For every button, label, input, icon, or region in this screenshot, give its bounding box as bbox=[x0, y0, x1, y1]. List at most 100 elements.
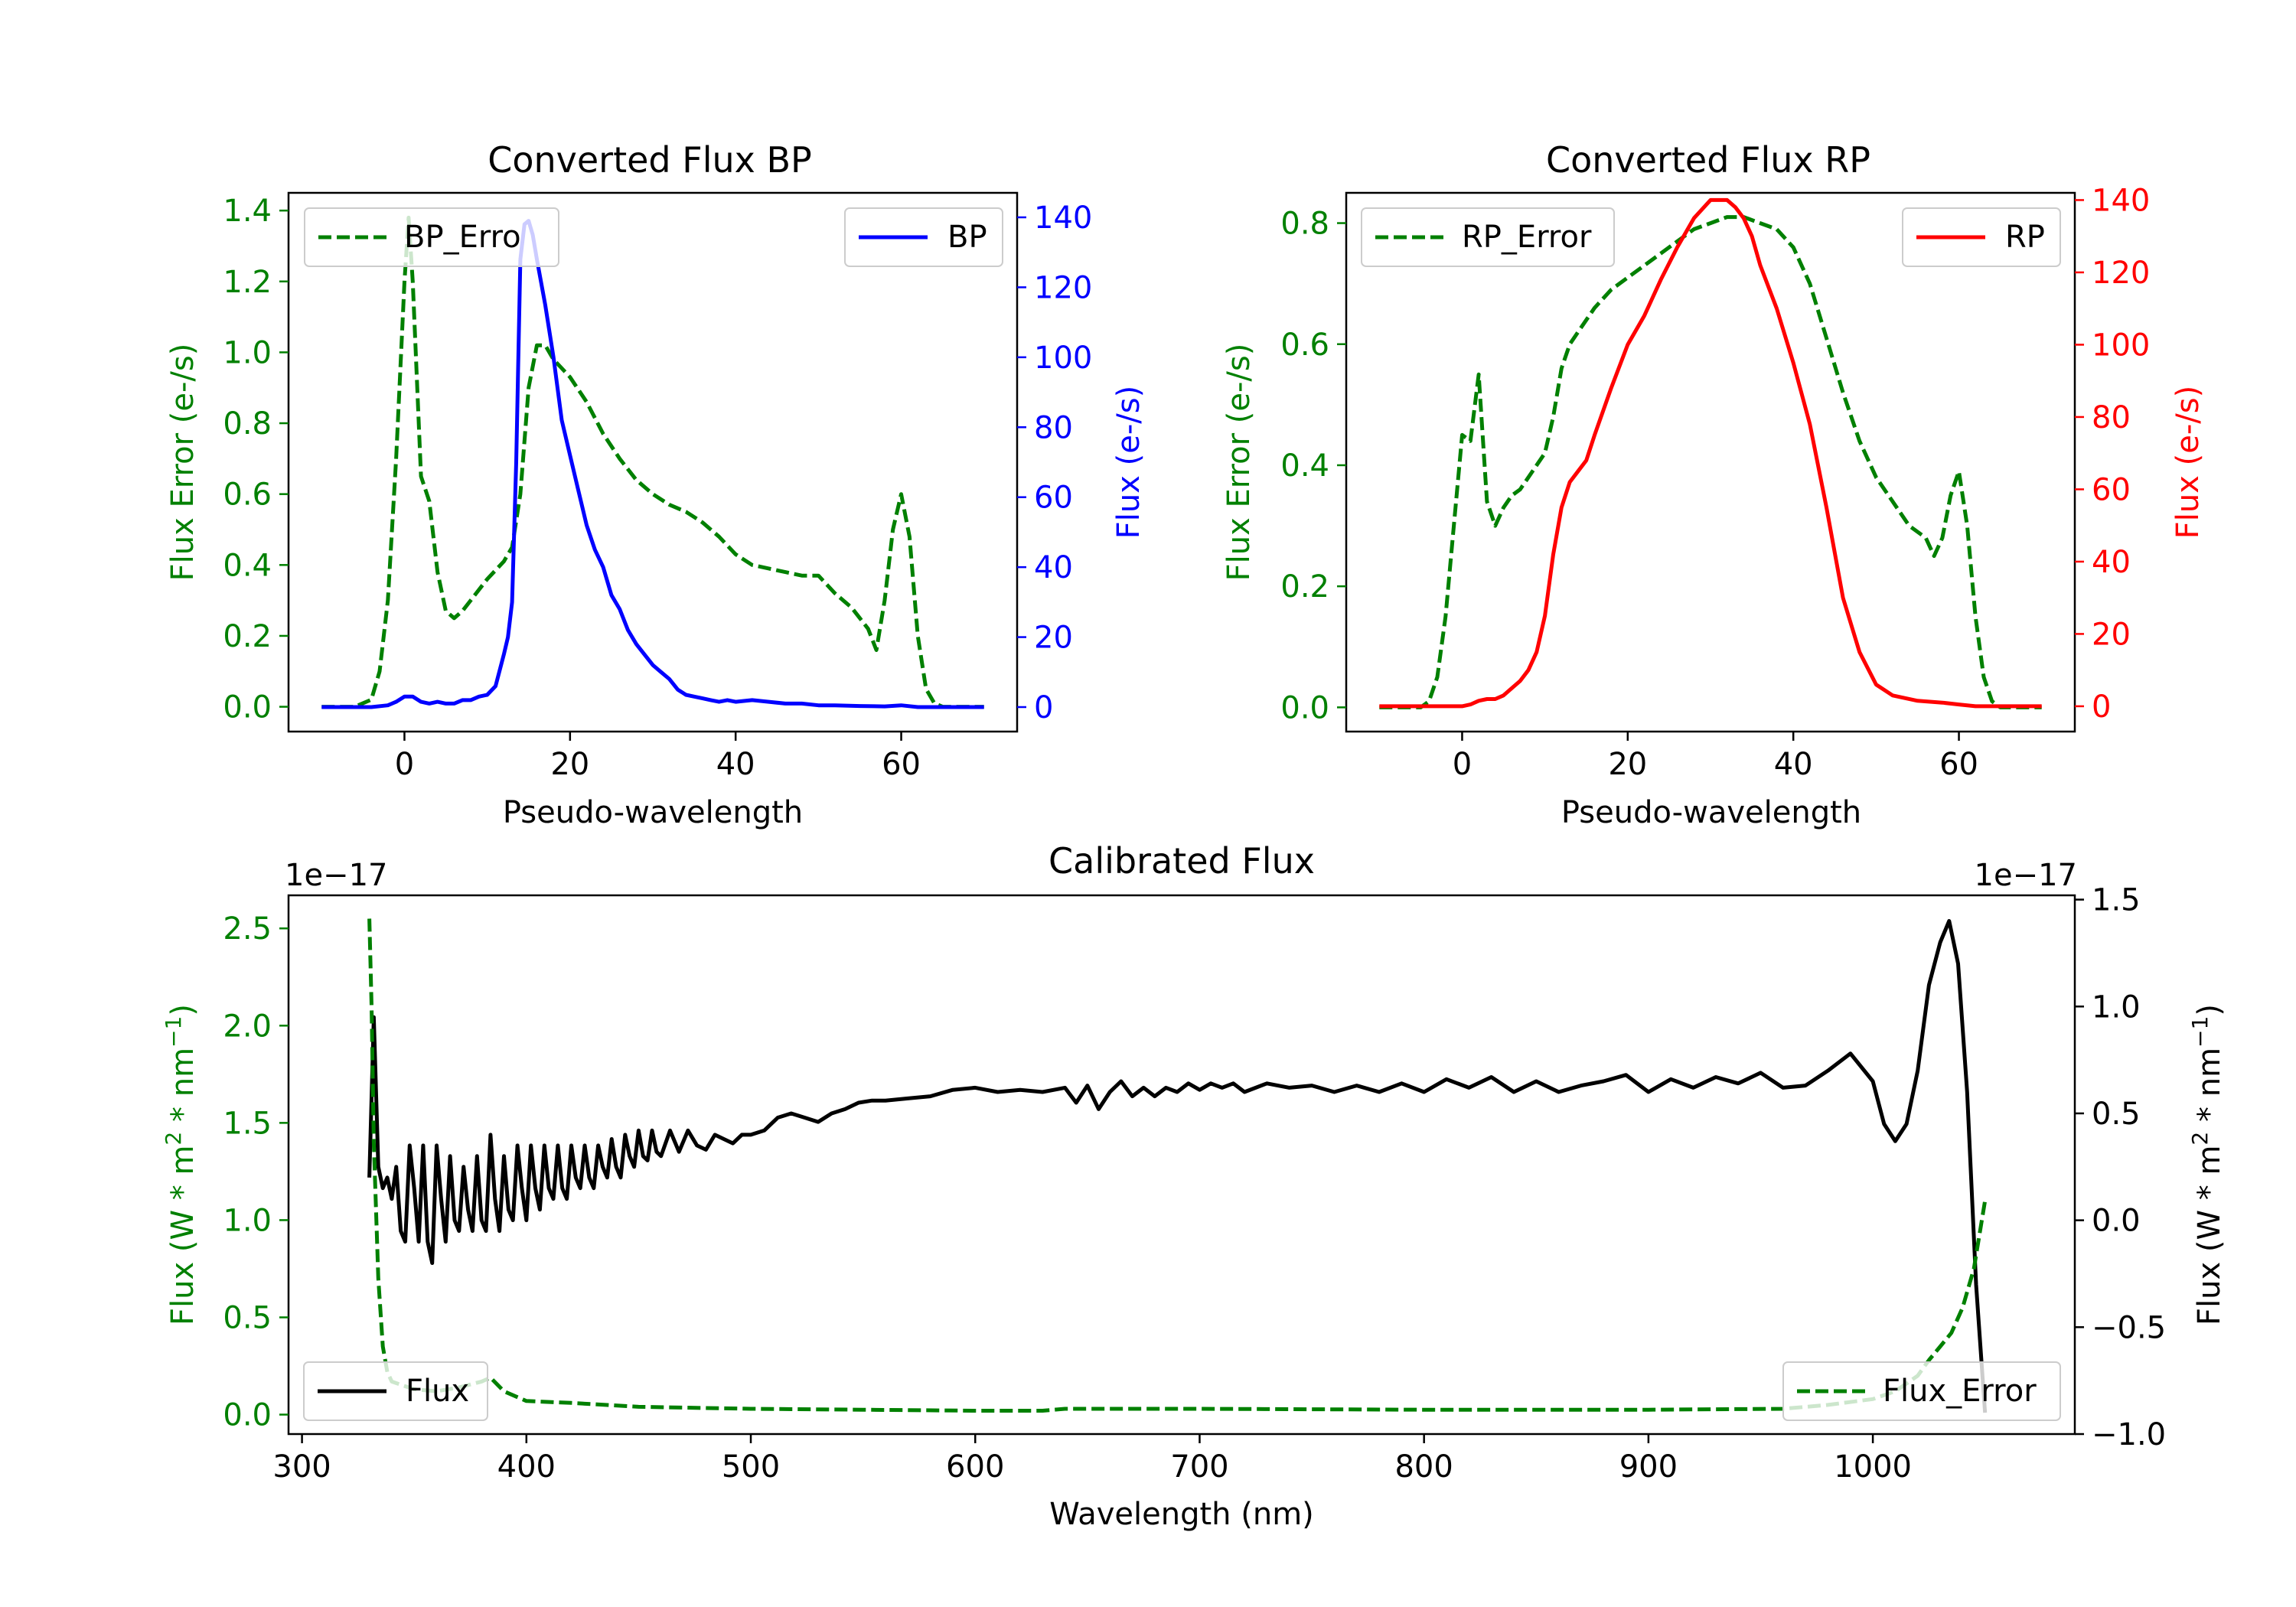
rp-left-tick-label: 0.8 bbox=[1280, 207, 1329, 242]
rp-left-axis: 0.0 0.2 0.4 0.6 0.8 bbox=[1280, 207, 1346, 725]
calibrated-x-axis: 300 400 500 600 700 800 900 1000 bbox=[272, 1434, 1912, 1485]
bp-axes-frame bbox=[287, 191, 1019, 733]
rp-error-legend: RP_Error bbox=[1361, 207, 1615, 267]
bp-left-tick-label: 0.2 bbox=[223, 619, 272, 654]
rp-left-tick-label: 0.6 bbox=[1280, 328, 1329, 363]
bp-plot-area bbox=[321, 215, 984, 709]
bp-left-axis: 0.0 0.2 0.4 0.6 0.8 1.0 1.2 1.4 bbox=[223, 194, 289, 725]
rp-right-tick-label: 140 bbox=[2092, 183, 2150, 218]
bp-x-axis: 0 20 40 60 bbox=[395, 732, 921, 782]
bp-x-tick-label: 0 bbox=[395, 747, 414, 782]
bp-bp-line bbox=[321, 219, 984, 709]
rp-legend: RP bbox=[1902, 207, 2061, 267]
rp-axes-frame bbox=[1345, 191, 2076, 733]
bp-right-tick-label: 140 bbox=[1034, 200, 1092, 236]
bp-right-axis-label: Flux (e-/s) bbox=[1111, 386, 1146, 539]
bp-right-tick-label: 120 bbox=[1034, 270, 1092, 305]
bp-panel: Converted Flux BP 0 20 40 60 0.00.20.40.60.… bbox=[165, 139, 1146, 830]
rp-right-tick-label: 80 bbox=[2092, 400, 2131, 435]
calibrated-x-tick-label: 400 bbox=[497, 1449, 556, 1485]
calibrated-left-tick-label: 1.5 bbox=[223, 1106, 272, 1141]
bp-x-tick-label: 40 bbox=[716, 747, 755, 782]
rp-right-tick-label: 0 bbox=[2092, 689, 2111, 725]
rp-left-tick-label: 0.2 bbox=[1280, 569, 1329, 605]
calibrated-x-tick-label: 800 bbox=[1394, 1449, 1453, 1485]
calibrated-x-axis-label: Wavelength (nm) bbox=[1049, 1497, 1314, 1532]
rp-series-group bbox=[1379, 197, 2042, 709]
rp-legend-label: RP bbox=[2005, 220, 2045, 255]
rp-left-tick-label: 0.0 bbox=[1280, 690, 1329, 725]
calibrated-right-tick-label: 1.0 bbox=[2092, 989, 2141, 1025]
flux-error-legend-label: Flux_Error bbox=[1883, 1374, 2037, 1409]
bp-error-legend-label: BP_Erro bbox=[404, 220, 521, 255]
rp-panel: Converted Flux RP 0 20 40 60 0.00.20.40.60.… bbox=[1221, 139, 2206, 830]
bp-legend: BP bbox=[844, 207, 1003, 267]
rp-right-axis-label: Flux (e-/s) bbox=[2170, 386, 2206, 539]
calibrated-right-axis-label: Flux (W * m2 * nm−1) bbox=[2187, 1004, 2228, 1325]
calibrated-left-offset: 1e−17 bbox=[285, 858, 387, 893]
calibrated-right-tick-label: 0.5 bbox=[2092, 1097, 2141, 1132]
bp-x-tick-label: 60 bbox=[882, 747, 921, 782]
rp-right-tick-label: 120 bbox=[2092, 256, 2150, 291]
bp-left-tick-label: 0.6 bbox=[223, 478, 272, 513]
rp-plot-area bbox=[1379, 197, 2042, 709]
rp-left-axis-label: Flux Error (e-/s) bbox=[1221, 344, 1257, 582]
rp-right-tick-label: 40 bbox=[2092, 545, 2131, 580]
rp-rp-error-line bbox=[1379, 215, 2042, 709]
calibrated-x-tick-label: 600 bbox=[946, 1449, 1004, 1485]
calibrated-x-tick-label: 300 bbox=[272, 1449, 331, 1485]
bp-x-axis-label: Pseudo-wavelength bbox=[503, 795, 803, 830]
bp-left-tick-label: 0.0 bbox=[223, 690, 272, 725]
calibrated-left-tick-label: 2.0 bbox=[223, 1009, 272, 1044]
calibrated-x-tick-label: 900 bbox=[1619, 1449, 1678, 1485]
bp-x-tick-label: 20 bbox=[550, 747, 589, 782]
bp-right-tick-label: 40 bbox=[1034, 550, 1073, 585]
calibrated-panel: Calibrated Flux 300 400 500 600 700 800 900 100… bbox=[161, 840, 2228, 1532]
rp-x-tick-label: 0 bbox=[1453, 747, 1472, 782]
calibrated-right-offset: 1e−17 bbox=[1975, 858, 2077, 893]
rp-x-tick-label: 20 bbox=[1608, 747, 1647, 782]
bp-left-tick-label: 1.0 bbox=[223, 335, 272, 370]
bp-right-tick-label: 80 bbox=[1034, 410, 1073, 445]
rp-x-tick-label: 60 bbox=[1939, 747, 1978, 782]
calibrated-x-tick-label: 700 bbox=[1170, 1449, 1228, 1485]
bp-title: Converted Flux BP bbox=[488, 139, 812, 181]
calibrated-right-axis: −1.0 −0.5 0.0 0.5 1.0 1.5 bbox=[2075, 883, 2166, 1452]
calibrated-left-tick-label: 1.0 bbox=[223, 1203, 272, 1238]
bp-right-tick-label: 60 bbox=[1034, 481, 1073, 516]
bp-right-tick-label: 100 bbox=[1034, 341, 1092, 376]
calibrated-left-axis-label: Flux (W * m2 * nm−1) bbox=[161, 1004, 201, 1325]
rp-x-axis-label: Pseudo-wavelength bbox=[1561, 795, 1861, 830]
calibrated-right-tick-label: −0.5 bbox=[2092, 1310, 2166, 1345]
rp-right-tick-label: 100 bbox=[2092, 328, 2150, 363]
bp-right-tick-label: 20 bbox=[1034, 621, 1073, 656]
rp-error-legend-label: RP_Error bbox=[1462, 220, 1592, 255]
rp-rp-line bbox=[1379, 197, 2042, 709]
calibrated-left-axis: 0.0 0.5 1.0 1.5 2.0 2.5 bbox=[223, 911, 289, 1433]
calibrated-axes-frame bbox=[287, 894, 2076, 1436]
bp-bp-error-line bbox=[321, 215, 984, 709]
calibrated-right-tick-label: 0.0 bbox=[2092, 1204, 2141, 1239]
bp-left-tick-label: 1.4 bbox=[223, 194, 272, 229]
bp-left-axis-label: Flux Error (e-/s) bbox=[165, 344, 201, 582]
flux-error-legend: Flux_Error bbox=[1782, 1361, 2061, 1421]
calibrated-left-tick-label: 0.0 bbox=[223, 1398, 272, 1433]
bp-right-axis: 0 20 40 60 80 100 120 140 bbox=[1017, 200, 1092, 725]
calibrated-left-tick-label: 0.5 bbox=[223, 1301, 272, 1336]
bp-error-legend: BP_Erro bbox=[304, 207, 559, 267]
bp-legend-label: BP bbox=[947, 220, 987, 255]
rp-right-axis: 0 20 40 60 80 100 120 140 bbox=[2075, 183, 2150, 725]
bp-series-group bbox=[321, 215, 984, 709]
calibrated-flux-line bbox=[367, 919, 1988, 1413]
bp-right-tick-label: 0 bbox=[1034, 690, 1053, 725]
bp-left-tick-label: 1.2 bbox=[223, 265, 272, 300]
calibrated-right-tick-label: −1.0 bbox=[2092, 1417, 2166, 1452]
flux-legend: Flux bbox=[303, 1361, 488, 1421]
calibrated-title: Calibrated Flux bbox=[1049, 840, 1315, 882]
bp-left-tick-label: 0.8 bbox=[223, 406, 272, 442]
rp-title: Converted Flux RP bbox=[1546, 139, 1870, 181]
rp-right-tick-label: 20 bbox=[2092, 617, 2131, 652]
calibrated-x-tick-label: 1000 bbox=[1834, 1449, 1912, 1485]
